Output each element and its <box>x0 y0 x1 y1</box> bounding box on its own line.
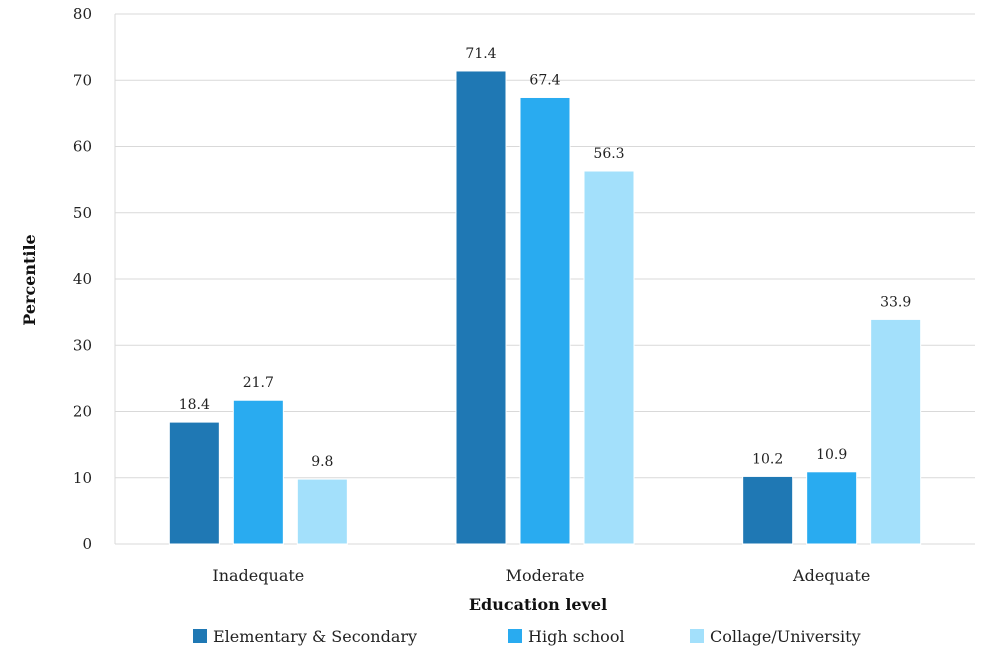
data-label: 71.4 <box>465 46 496 62</box>
y-tick-label: 0 <box>82 535 92 553</box>
bar <box>519 96 571 545</box>
data-label: 18.4 <box>179 397 210 413</box>
y-tick-label: 30 <box>73 336 92 354</box>
y-tick-label: 10 <box>73 469 92 487</box>
bar <box>870 318 922 545</box>
data-label: 10.2 <box>752 451 783 467</box>
bar <box>806 471 858 545</box>
legend-swatch <box>690 629 704 643</box>
legend-item: Collage/University <box>690 627 861 646</box>
bar <box>583 170 635 545</box>
x-axis-title: Education level <box>469 595 607 614</box>
y-tick-label: 60 <box>73 138 92 156</box>
data-label: 10.9 <box>816 447 847 463</box>
y-axis-ticks: 0 10 20 30 40 50 60 70 80 <box>73 5 92 553</box>
bars <box>168 70 922 545</box>
x-category-label: Moderate <box>506 566 585 585</box>
legend-label: Collage/University <box>710 627 861 646</box>
y-tick-label: 50 <box>73 204 92 222</box>
data-label: 9.8 <box>311 454 333 470</box>
data-label: 33.9 <box>880 294 911 310</box>
legend-label: Elementary & Secondary <box>213 627 417 646</box>
y-tick-label: 80 <box>73 5 92 23</box>
bar <box>296 478 348 545</box>
bar <box>168 421 220 545</box>
legend-item: Elementary & Secondary <box>193 627 417 646</box>
legend-swatch <box>508 629 522 643</box>
legend-label: High school <box>528 627 625 646</box>
data-labels: 18.4 21.7 9.8 71.4 67.4 56.3 10.2 10.9 33.9 <box>179 46 912 470</box>
bar <box>232 399 284 545</box>
legend: Elementary & Secondary High school Collage… <box>193 627 861 646</box>
legend-swatch <box>193 629 207 643</box>
data-label: 67.4 <box>529 72 560 88</box>
x-category-label: Adequate <box>792 566 870 585</box>
y-tick-label: 40 <box>73 270 92 288</box>
y-axis-title: Percentile <box>20 234 39 326</box>
bar <box>742 475 794 545</box>
bar <box>455 70 507 545</box>
data-label: 21.7 <box>243 375 274 391</box>
legend-item: High school <box>508 627 625 646</box>
y-tick-label: 70 <box>73 71 92 89</box>
y-tick-label: 20 <box>73 403 92 421</box>
x-axis-categories: Inadequate Moderate Adequate <box>212 566 870 585</box>
x-category-label: Inadequate <box>212 566 304 585</box>
data-label: 56.3 <box>593 146 624 162</box>
